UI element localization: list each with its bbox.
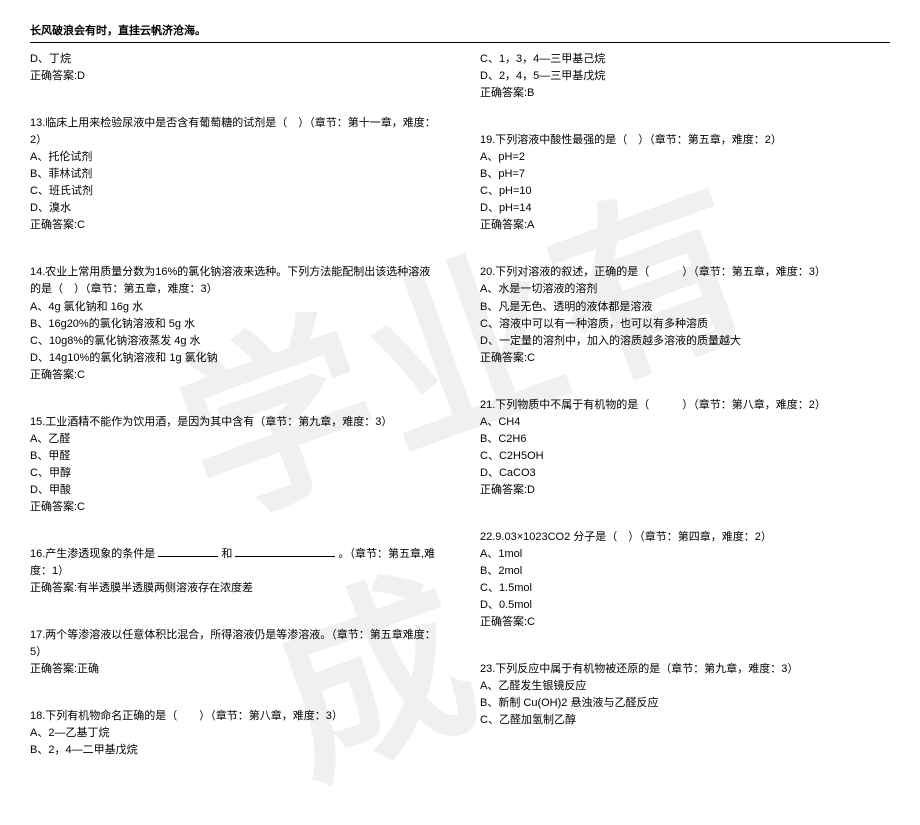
q13: 13.临床上用来检验尿液中是否含有葡萄糖的试剂是（ ）（章节：第十一章，难度：2… [30, 115, 440, 234]
fill-blank [158, 546, 218, 557]
option-c: C、C2H5OH [480, 448, 890, 465]
option-d: D、2，4，5—三甲基戊烷 [480, 68, 890, 85]
answer: 正确答案:正确 [30, 661, 440, 678]
question-stem: 16.产生渗透现象的条件是 和 。（章节：第五章,难度：1） [30, 546, 440, 580]
stem-pre: 16.产生渗透现象的条件是 [30, 548, 155, 560]
option-b: B、16g20%的氯化钠溶液和 5g 水 [30, 316, 440, 333]
q14: 14.农业上常用质量分数为16%的氯化钠溶液来选种。下列方法能配制出该选种溶液的… [30, 264, 440, 383]
question-stem: 22.9.03×1023CO2 分子是（ ）（章节：第四章，难度：2） [480, 529, 890, 546]
option-a: A、1mol [480, 546, 890, 563]
option-c: C、1，3，4—三甲基己烷 [480, 51, 890, 68]
option-a: A、4g 氯化钠和 16g 水 [30, 299, 440, 316]
q17: 17.两个等渗溶液以任意体积比混合，所得溶液仍是等渗溶液。（章节：第五章难度：5… [30, 627, 440, 678]
option-b: B、甲醛 [30, 448, 440, 465]
option-b: B、新制 Cu(OH)2 悬浊液与乙醛反应 [480, 695, 890, 712]
fill-blank [235, 546, 335, 557]
answer: 正确答案:A [480, 217, 890, 234]
option-c: C、溶液中可以有一种溶质，也可以有多种溶质 [480, 316, 890, 333]
q-pre-left: D、丁烷 正确答案:D [30, 51, 440, 85]
option-c: C、1.5mol [480, 580, 890, 597]
question-stem: 19.下列溶液中酸性最强的是（ ）（章节：第五章，难度：2） [480, 132, 890, 149]
question-stem: 23.下列反应中属于有机物被还原的是（章节：第九章，难度：3） [480, 661, 890, 678]
q18: 18.下列有机物命名正确的是（ ）（章节：第八章，难度：3） A、2—乙基丁烷 … [30, 708, 440, 759]
left-column: D、丁烷 正确答案:D 13.临床上用来检验尿液中是否含有葡萄糖的试剂是（ ）（… [30, 51, 440, 789]
question-stem: 14.农业上常用质量分数为16%的氯化钠溶液来选种。下列方法能配制出该选种溶液的… [30, 264, 440, 298]
answer: 正确答案:C [30, 367, 440, 384]
option-d: D、pH=14 [480, 200, 890, 217]
q21: 21.下列物质中不属于有机物的是（ ）（章节：第八章，难度：2） A、CH4 B… [480, 397, 890, 499]
question-stem: 13.临床上用来检验尿液中是否含有葡萄糖的试剂是（ ）（章节：第十一章，难度：2… [30, 115, 440, 149]
q23: 23.下列反应中属于有机物被还原的是（章节：第九章，难度：3） A、乙醛发生银镜… [480, 661, 890, 729]
option-d: D、14g10%的氯化钠溶液和 1g 氯化钠 [30, 350, 440, 367]
option-a: A、2—乙基丁烷 [30, 725, 440, 742]
answer: 正确答案:C [30, 499, 440, 516]
option-b: B、C2H6 [480, 431, 890, 448]
option-c: C、甲醇 [30, 465, 440, 482]
option-c: C、乙醛加氢制乙醇 [480, 712, 890, 729]
option-b: B、2，4—二甲基戊烷 [30, 742, 440, 759]
option-c: C、pH=10 [480, 183, 890, 200]
question-stem: 18.下列有机物命名正确的是（ ）（章节：第八章，难度：3） [30, 708, 440, 725]
answer: 正确答案:C [480, 350, 890, 367]
two-column-layout: D、丁烷 正确答案:D 13.临床上用来检验尿液中是否含有葡萄糖的试剂是（ ）（… [30, 51, 890, 789]
q16: 16.产生渗透现象的条件是 和 。（章节：第五章,难度：1） 正确答案:有半透膜… [30, 546, 440, 597]
option-a: A、乙醛 [30, 431, 440, 448]
answer: 正确答案:B [480, 85, 890, 102]
option-b: B、凡是无色、透明的液体都是溶液 [480, 299, 890, 316]
page-content: 长风破浪会有时，直挂云帆济沧海。 D、丁烷 正确答案:D 13.临床上用来检验尿… [0, 0, 920, 799]
q20: 20.下列对溶液的叙述，正确的是（ ）（章节：第五章，难度：3） A、水是一切溶… [480, 264, 890, 366]
answer: 正确答案:C [480, 614, 890, 631]
option-a: A、乙醛发生银镜反应 [480, 678, 890, 695]
option-b: B、2mol [480, 563, 890, 580]
question-stem: 21.下列物质中不属于有机物的是（ ）（章节：第八章，难度：2） [480, 397, 890, 414]
option-d: D、溴水 [30, 200, 440, 217]
option-c: C、10g8%的氯化钠溶液蒸发 4g 水 [30, 333, 440, 350]
stem-mid: 和 [221, 548, 232, 560]
option-d: D、一定量的溶剂中，加入的溶质越多溶液的质量越大 [480, 333, 890, 350]
option-a: A、CH4 [480, 414, 890, 431]
page-header: 长风破浪会有时，直挂云帆济沧海。 [30, 22, 890, 43]
question-stem: 20.下列对溶液的叙述，正确的是（ ）（章节：第五章，难度：3） [480, 264, 890, 281]
option-d: D、CaCO3 [480, 465, 890, 482]
q15: 15.工业酒精不能作为饮用酒，是因为其中含有（章节：第九章，难度：3） A、乙醛… [30, 414, 440, 516]
option-a: A、托伦试剂 [30, 149, 440, 166]
answer: 正确答案:D [480, 482, 890, 499]
option-d: D、甲酸 [30, 482, 440, 499]
question-stem: 17.两个等渗溶液以任意体积比混合，所得溶液仍是等渗溶液。（章节：第五章难度：5… [30, 627, 440, 661]
q22: 22.9.03×1023CO2 分子是（ ）（章节：第四章，难度：2） A、1m… [480, 529, 890, 631]
q-pre-right: C、1，3，4—三甲基己烷 D、2，4，5—三甲基戊烷 正确答案:B [480, 51, 890, 102]
answer: 正确答案:C [30, 217, 440, 234]
q19: 19.下列溶液中酸性最强的是（ ）（章节：第五章，难度：2） A、pH=2 B、… [480, 132, 890, 234]
option-a: A、pH=2 [480, 149, 890, 166]
answer: 正确答案:有半透膜半透膜两侧溶液存在浓度差 [30, 580, 440, 597]
answer: 正确答案:D [30, 68, 440, 85]
option-b: B、菲林试剂 [30, 166, 440, 183]
option-d: D、0.5mol [480, 597, 890, 614]
question-stem: 15.工业酒精不能作为饮用酒，是因为其中含有（章节：第九章，难度：3） [30, 414, 440, 431]
option-c: C、班氏试剂 [30, 183, 440, 200]
option-a: A、水是一切溶液的溶剂 [480, 281, 890, 298]
option-d: D、丁烷 [30, 51, 440, 68]
right-column: C、1，3，4—三甲基己烷 D、2，4，5—三甲基戊烷 正确答案:B 19.下列… [480, 51, 890, 789]
option-b: B、pH=7 [480, 166, 890, 183]
